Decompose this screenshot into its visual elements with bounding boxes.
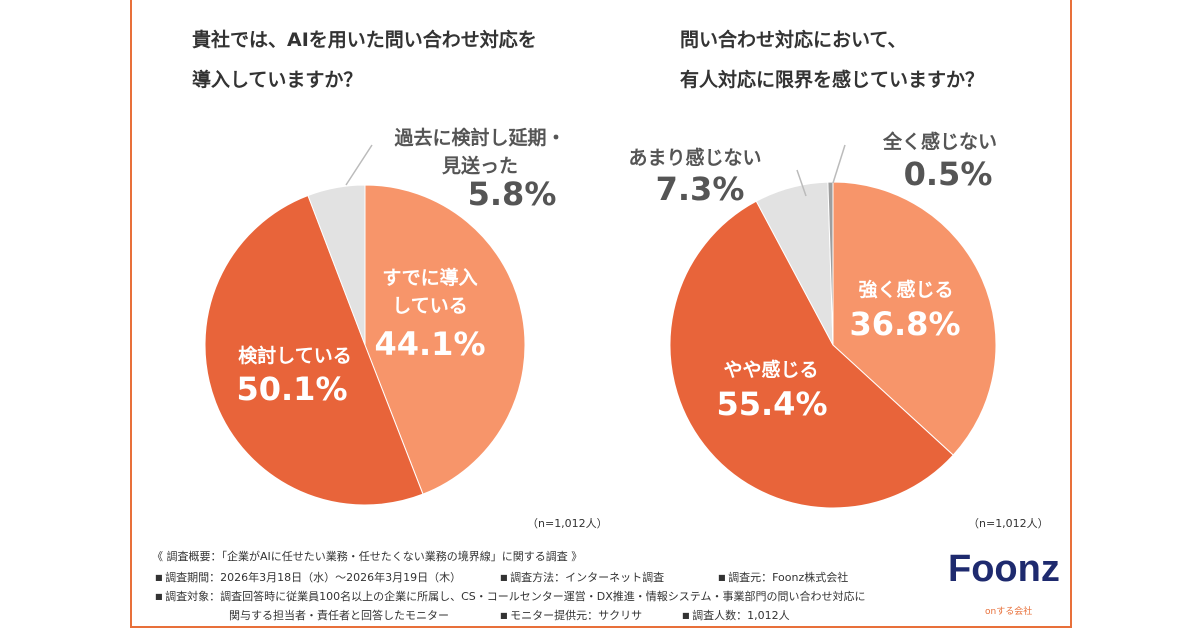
value-label: 0.5%	[903, 155, 993, 193]
frame	[130, 0, 1072, 628]
value-label: 36.8%	[849, 305, 961, 343]
slice-label: 強く感じる	[858, 279, 954, 301]
value-label: 55.4%	[716, 385, 828, 423]
pie-slice	[204, 194, 424, 506]
footer-item: 調査人数：1,012人	[682, 606, 790, 625]
leader-line	[832, 144, 846, 184]
chart-title: 問い合わせ対応において、 有人対応に限界を感じていますか？	[680, 29, 985, 91]
value-label: 50.1%	[236, 370, 348, 408]
sample-note: （n=1,012人）	[968, 517, 1049, 530]
leader-line	[345, 144, 373, 186]
slice-label: あまり感じない	[628, 147, 762, 169]
pie-slice	[832, 181, 997, 456]
footer-item: 調査対象：調査回答時に従業員100名以上の企業に所属し、CS・コールセンター運営…	[155, 587, 1029, 625]
slice-label: 過去に検討し延期・ 見送った	[394, 127, 566, 177]
leader-line	[796, 169, 807, 197]
footer-heading: 《 調査概要：「企業がAIに任せたい業務・任せたくない業務の境界線」に関する調査…	[152, 550, 583, 563]
value-label: 44.1%	[374, 325, 486, 363]
chart-title: 貴社では、AIを用いた問い合わせ対応を 導入していますか？	[192, 29, 537, 91]
footer-item: 調査元：Foonz株式会社	[718, 568, 848, 587]
logo-name: Foonz	[948, 548, 1060, 590]
pie-slice	[669, 200, 954, 509]
footer-item: モニター提供元：サクリサ	[500, 606, 642, 625]
value-label: 7.3%	[655, 170, 745, 208]
footer-item: 調査期間：2026年3月18日（水）～2026年3月19日（木）	[155, 568, 461, 587]
footer-item: 調査方法：インターネット調査	[500, 568, 664, 587]
sample-note: （n=1,012人）	[527, 517, 608, 530]
pie-slice	[364, 184, 526, 495]
pie-slice	[307, 184, 366, 346]
slice-label: 検討している	[238, 345, 352, 367]
value-label: 5.8%	[467, 175, 557, 213]
slice-label: すでに導入 している	[382, 267, 478, 317]
slice-label: やや感じる	[723, 359, 819, 381]
slice-label: 全く感じない	[882, 131, 997, 153]
